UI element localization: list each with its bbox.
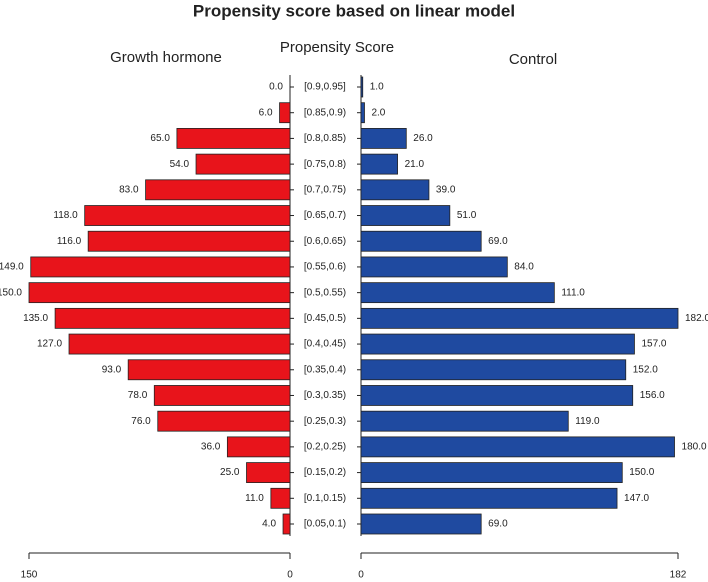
category-label: [0.25,0.3) [304,416,346,427]
category-label: [0.3,0.35) [304,390,346,401]
value-label: 39.0 [436,184,456,195]
value-label: 182.0 [685,313,708,324]
value-label: 76.0 [131,416,151,427]
bar [226,436,291,458]
bar [68,333,291,355]
bar [360,102,365,124]
category-label: [0.8,0.85) [304,133,346,144]
value-label: 36.0 [201,442,221,453]
bar [282,513,291,535]
bar [360,76,364,98]
bar [360,205,451,226]
value-label: 21.0 [405,159,425,170]
bar [360,256,508,278]
bar [360,128,407,149]
value-label: 83.0 [119,184,139,195]
category-label: [0.45,0.5) [304,313,346,324]
category-label: [0.4,0.45) [304,339,346,350]
bar [360,487,618,509]
value-label: 2.0 [371,107,385,118]
value-label: 0.0 [269,82,283,93]
bar [270,487,291,509]
value-label: 150.0 [629,467,654,478]
value-label: 93.0 [102,364,122,375]
value-label: 118.0 [53,210,78,221]
x-tick-label: 0 [358,570,364,581]
category-label: [0.9,0.95] [304,82,346,93]
value-label: 65.0 [150,133,170,144]
x-tick-label: 182 [670,570,687,581]
bar [360,179,430,201]
bar [84,205,291,226]
category-axis-title: Propensity Score [280,39,394,56]
bar [195,153,291,175]
bar [153,385,291,406]
category-label: [0.75,0.8) [304,159,346,170]
bar [176,128,291,149]
category-label: [0.5,0.55) [304,287,346,298]
category-label: [0.55,0.6) [304,262,346,273]
chart-title: Propensity score based on linear model [193,1,515,20]
bar [360,333,635,355]
category-label: [0.15,0.2) [304,467,346,478]
bar [30,256,291,278]
legend-label: Growth hormone [110,49,222,66]
legend-label: Control [509,51,557,68]
value-label: 25.0 [220,467,240,478]
bar [157,410,291,432]
value-label: 156.0 [640,390,665,401]
value-label: 26.0 [413,133,433,144]
bar [360,359,627,381]
value-label: 150.0 [0,287,22,298]
bar [246,462,291,483]
value-label: 11.0 [245,493,264,504]
bar [127,359,291,381]
bar [360,153,398,175]
value-label: 119.0 [575,416,600,427]
category-label: [0.05,0.1) [304,519,346,530]
bar [360,230,482,252]
bar [145,179,291,201]
value-label: 84.0 [514,262,534,273]
bar [28,282,291,304]
bar [360,436,675,458]
bar [54,307,291,329]
value-label: 54.0 [170,159,190,170]
bar [360,462,623,483]
value-label: 180.0 [682,442,707,453]
bar [279,102,291,124]
value-label: 157.0 [641,339,666,350]
bar [360,410,569,432]
value-label: 135.0 [23,313,48,324]
x-tick-label: 0 [287,570,293,581]
bar [360,307,679,329]
value-label: 1.0 [370,82,384,93]
category-label: [0.1,0.15) [304,493,346,504]
value-label: 78.0 [128,390,148,401]
category-label: [0.2,0.25) [304,442,346,453]
value-label: 69.0 [488,236,508,247]
value-label: 127.0 [37,339,62,350]
value-label: 116.0 [57,236,82,247]
value-label: 111.0 [561,287,585,298]
value-label: 147.0 [624,493,649,504]
value-label: 69.0 [488,519,508,530]
x-tick-label: 150 [21,570,38,581]
value-label: 4.0 [262,519,276,530]
category-label: [0.6,0.65) [304,236,346,247]
value-label: 51.0 [457,210,477,221]
category-label: [0.85,0.9) [304,107,346,118]
value-label: 6.0 [259,107,273,118]
bar [360,385,634,406]
value-label: 152.0 [633,364,658,375]
bar [360,282,555,304]
category-label: [0.65,0.7) [304,210,346,221]
value-label: 149.0 [0,262,24,273]
category-label: [0.7,0.75) [304,184,346,195]
bar [87,230,291,252]
bar [360,513,482,535]
category-label: [0.35,0.4) [304,364,346,375]
